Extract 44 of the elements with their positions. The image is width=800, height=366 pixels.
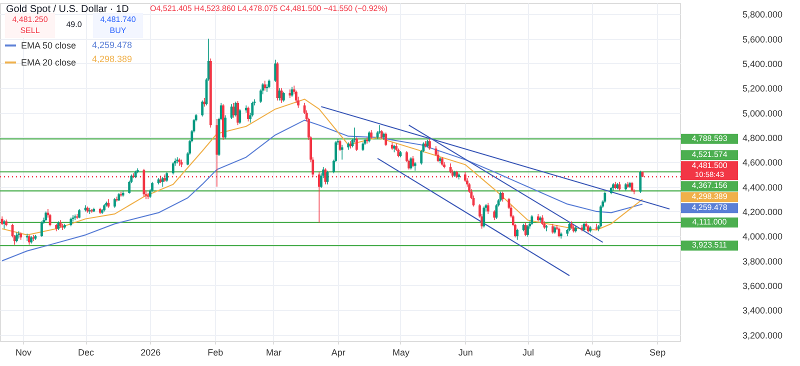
y-tick-label: 3,200.000 [742, 330, 783, 340]
y-tick-label: 4,000.000 [742, 232, 783, 242]
y-tick-label: 3,600.000 [742, 280, 783, 291]
x-tick-label: Jun [458, 348, 473, 358]
y-tick-label: 4,600.000 [742, 158, 783, 168]
annotation: 4,259.478 [92, 40, 132, 50]
x-tick-label: Aug [584, 348, 601, 358]
x-tick-label: Dec [78, 348, 95, 358]
y-tick-label: 3,400.000 [742, 306, 783, 316]
ref-line-label: 4,481.500 [692, 161, 728, 170]
y-tick-label: 4,800.000 [742, 132, 783, 143]
legend-label: EMA 50 close [21, 40, 76, 50]
x-tick-label: Nov [15, 348, 32, 358]
annotation: BUY [110, 26, 127, 35]
y-tick-label: 5,000.000 [742, 108, 783, 118]
ref-line-label: 4,111.000 [692, 217, 728, 226]
x-tick-label: Apr [331, 348, 346, 358]
y-tick-label: 5,600.000 [742, 34, 783, 44]
y-tick-label: 4,400.000 [742, 182, 783, 192]
ref-line-label: 4,521.574 [692, 150, 728, 160]
chart-title: Gold Spot / U.S. Dollar · 1D [6, 4, 129, 15]
x-tick-label: Feb [208, 348, 224, 358]
ref-line-label: 4,788.593 [692, 134, 728, 143]
x-tick-label: 2026 [140, 348, 161, 358]
y-tick-label: 3,800.000 [742, 256, 783, 266]
annotation: SELL [20, 26, 40, 35]
y-tick-label: 5,800.000 [742, 10, 783, 20]
annotation: 4,481.250 [12, 15, 48, 24]
y-tick-label: 5,400.000 [742, 58, 783, 69]
text: 4,298.389 [692, 192, 728, 202]
y-tick-label: 4,200.000 [742, 206, 783, 217]
annotation: 4,298.389 [92, 54, 132, 64]
x-tick-label: Mar [266, 348, 282, 358]
text: 4,259.478 [692, 203, 728, 212]
annotation: 4,481.740 [100, 15, 136, 24]
x-tick-label: May [392, 348, 410, 358]
ref-line-label: 4,367.156 [692, 181, 728, 190]
x-tick-label: Sep [650, 348, 666, 358]
chart-subtitle: O4,521.405 H4,523.860 L4,478.075 C4,481.500 −41.550 (−0.92%) [150, 4, 388, 13]
x-tick-label: Jul [522, 348, 534, 358]
ref-line-label: 3,923.511 [692, 240, 728, 250]
legend-label: EMA 20 close [21, 58, 76, 68]
y-tick-label: 5,200.000 [742, 84, 783, 94]
annotation: 49.0 [66, 20, 82, 29]
